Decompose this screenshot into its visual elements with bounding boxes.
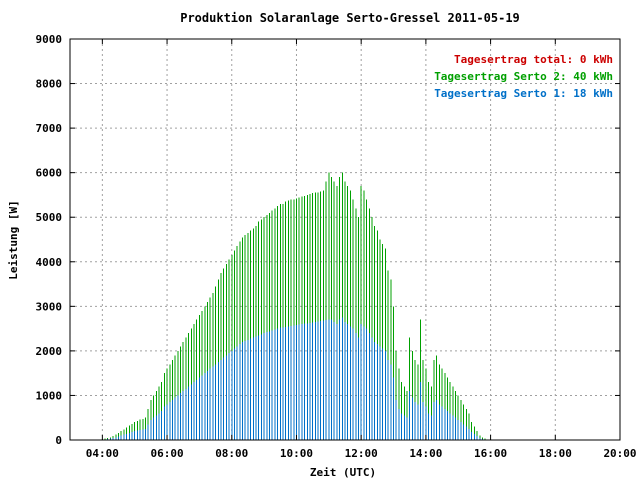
chart-title: Produktion Solaranlage Serto-Gressel 201… bbox=[180, 11, 520, 25]
y-tick-label: 7000 bbox=[36, 122, 63, 135]
y-tick-label: 2000 bbox=[36, 345, 63, 358]
x-tick-label: 18:00 bbox=[539, 447, 572, 460]
x-tick-label: 12:00 bbox=[345, 447, 378, 460]
x-tick-label: 20:00 bbox=[603, 447, 636, 460]
x-tick-label: 10:00 bbox=[280, 447, 313, 460]
x-tick-label: 16:00 bbox=[474, 447, 507, 460]
x-tick-label: 14:00 bbox=[409, 447, 442, 460]
y-tick-label: 3000 bbox=[36, 300, 63, 313]
legend-entry: Tagesertrag total: 0 kWh bbox=[454, 53, 613, 66]
plot-frame bbox=[69, 38, 621, 441]
x-axis-ticks: 04:00 06:00 08:00 10:00 12:00 14:00 16:00 18:00… bbox=[86, 39, 637, 460]
legend-entry: Tagesertrag Serto 2: 40 kWh bbox=[434, 70, 613, 83]
legend-entry: Tagesertrag Serto 1: 18 kWh bbox=[434, 87, 613, 100]
y-tick-label: 1000 bbox=[36, 389, 63, 402]
series-2-bars bbox=[101, 317, 486, 440]
x-tick-label: 08:00 bbox=[215, 447, 248, 460]
y-tick-label: 9000 bbox=[36, 33, 63, 46]
y-tick-label: 5000 bbox=[36, 211, 63, 224]
y-tick-label: 6000 bbox=[36, 167, 63, 180]
x-tick-label: 06:00 bbox=[150, 447, 183, 460]
x-axis-label: Zeit (UTC) bbox=[310, 466, 376, 479]
y-axis-label: Leistung [W] bbox=[7, 200, 20, 279]
y-tick-label: 8000 bbox=[36, 78, 63, 91]
x-tick-label: 04:00 bbox=[86, 447, 119, 460]
y-tick-label: 0 bbox=[55, 434, 62, 447]
bar-series bbox=[101, 172, 486, 440]
y-axis-ticks: 0 1000 2000 3000 4000 5000 6000 7000 8000 9000 bbox=[36, 33, 620, 447]
y-tick-label: 4000 bbox=[36, 256, 63, 269]
legend: Tagesertrag total: 0 kWh Tagesertrag Sert… bbox=[434, 53, 613, 100]
